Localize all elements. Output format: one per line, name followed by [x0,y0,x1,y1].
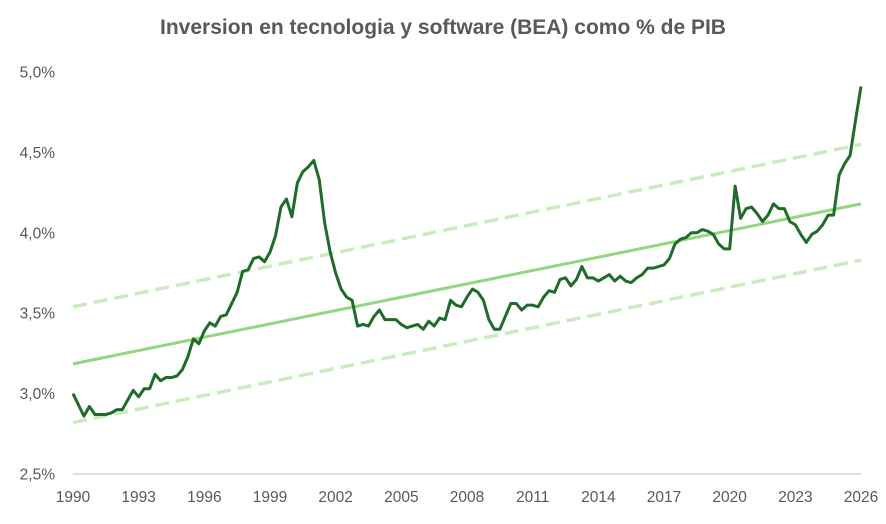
y-tick-label: 4,5% [20,145,56,162]
x-tick-label: 2020 [712,489,747,506]
x-tick-label: 2014 [581,489,616,506]
x-tick-label: 2017 [647,489,681,506]
x-tick-label: 2008 [450,489,484,506]
x-tick-label: 1999 [253,489,287,506]
x-tick-label: 2026 [844,489,878,506]
x-tick-label: 2011 [516,489,549,506]
x-tick-label: 1993 [121,489,155,506]
x-tick-label: 2002 [318,489,352,506]
series-line-trend [72,202,862,366]
y-axis: 2,5% 3,0% 3,5% 4,0% 4,5% 5,0% [20,65,56,484]
series-line-lower-band [72,258,862,425]
y-tick-label: 3,5% [20,306,56,323]
plot-area [71,86,863,425]
y-tick-label: 4,0% [20,225,56,242]
y-tick-label: 3,0% [20,386,56,403]
series-line-upper-band [72,142,862,309]
y-tick-label: 5,0% [20,65,56,82]
x-tick-label: 2023 [778,489,812,506]
x-tick-label: 2005 [384,489,418,506]
x-axis: 1990 1993 1996 1999 2002 2005 2008 2011 2014 2017… [56,473,878,506]
series-line-data [71,86,863,418]
chart-title: Inversion en tecnologia y software (BEA)… [160,16,726,39]
x-tick-label: 1996 [187,489,221,506]
x-tick-label: 1990 [56,489,91,506]
y-tick-label: 2,5% [20,467,56,484]
